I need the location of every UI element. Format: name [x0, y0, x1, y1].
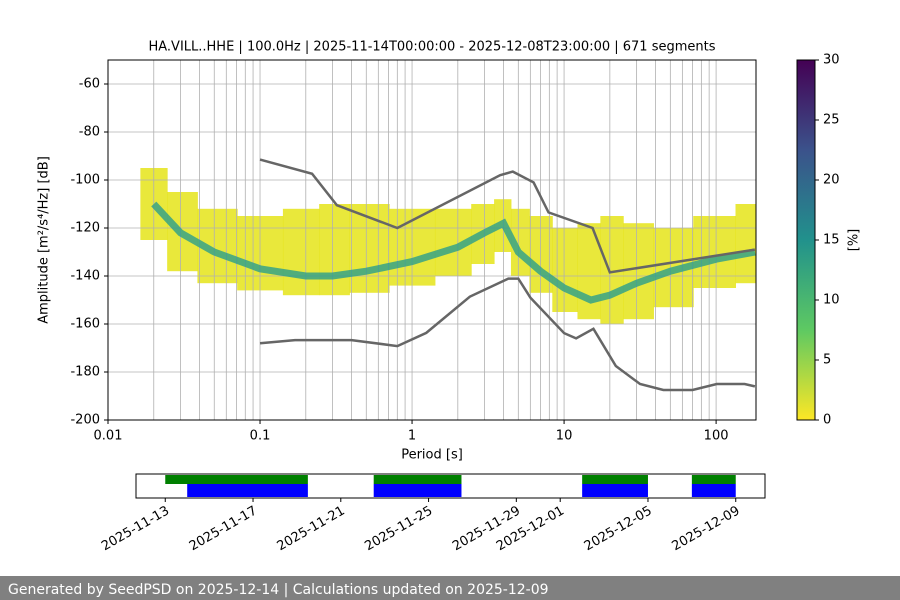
- colorbar-tick-label: 10: [823, 293, 840, 308]
- y-tick-label: -200: [70, 413, 100, 428]
- colorbar-tick-label: 20: [823, 173, 840, 188]
- colorbar-label: [%]: [847, 229, 862, 252]
- y-axis-label: Amplitude [m²/s⁴/Hz] [dB]: [37, 156, 52, 324]
- timeline-tick-label: 2025-11-13: [99, 504, 172, 555]
- available-segment: [691, 475, 736, 484]
- available-segment: [165, 475, 308, 484]
- density-column: [735, 204, 756, 284]
- y-tick-label: -60: [79, 77, 100, 92]
- density-column: [552, 228, 578, 312]
- used-segment: [187, 484, 308, 497]
- mode-line: [151, 201, 756, 304]
- plot-frame: [107, 59, 757, 421]
- x-tick-label: 0.01: [94, 429, 123, 444]
- x-tick-label: 0.1: [250, 429, 271, 444]
- plot-area: [108, 60, 756, 420]
- x-tick-label: 10: [556, 429, 573, 444]
- y-tick-label: -140: [70, 269, 100, 284]
- noise-model-line: [259, 158, 756, 274]
- colorbar-tick-label: 30: [823, 53, 840, 68]
- colorbar: [797, 60, 815, 420]
- x-tick-label: 100: [704, 429, 729, 444]
- y-tick-label: -180: [70, 365, 100, 380]
- density-column: [693, 216, 737, 288]
- available-segment: [582, 475, 648, 484]
- used-segment: [373, 484, 462, 497]
- available-segment: [373, 475, 462, 484]
- colorbar-tick-label: 0: [823, 413, 831, 428]
- colorbar-tick-label: 25: [823, 113, 840, 128]
- density-column: [282, 208, 320, 296]
- colorbar-tick-label: 5: [823, 353, 831, 368]
- noise-model-line: [259, 277, 756, 392]
- timeline-tick-label: 2025-11-17: [187, 504, 260, 555]
- timeline-tick-label: 2025-12-05: [582, 504, 655, 555]
- density-column: [623, 223, 654, 320]
- used-segment: [582, 484, 648, 497]
- density-column: [319, 204, 350, 296]
- y-tick-label: -80: [79, 125, 100, 140]
- footer-bar: [0, 576, 900, 600]
- y-tick-label: -120: [70, 221, 100, 236]
- timeline-tick-label: 2025-12-09: [670, 504, 743, 555]
- timeline-tick-label: 2025-11-21: [275, 504, 348, 555]
- footer: Generated by SeedPSD on 2025-12-14 | Cal…: [8, 582, 549, 598]
- used-segment: [691, 484, 736, 497]
- y-tick-label: -100: [70, 173, 100, 188]
- chart-title: HA.VILL..HHE | 100.0Hz | 2025-11-14T00:0…: [148, 40, 715, 55]
- x-tick-label: 1: [408, 429, 416, 444]
- colorbar-tick-label: 15: [823, 233, 840, 248]
- x-axis-label: Period [s]: [401, 448, 463, 463]
- y-tick-label: -160: [70, 317, 100, 332]
- timeline-tick-label: 2025-11-25: [362, 504, 435, 555]
